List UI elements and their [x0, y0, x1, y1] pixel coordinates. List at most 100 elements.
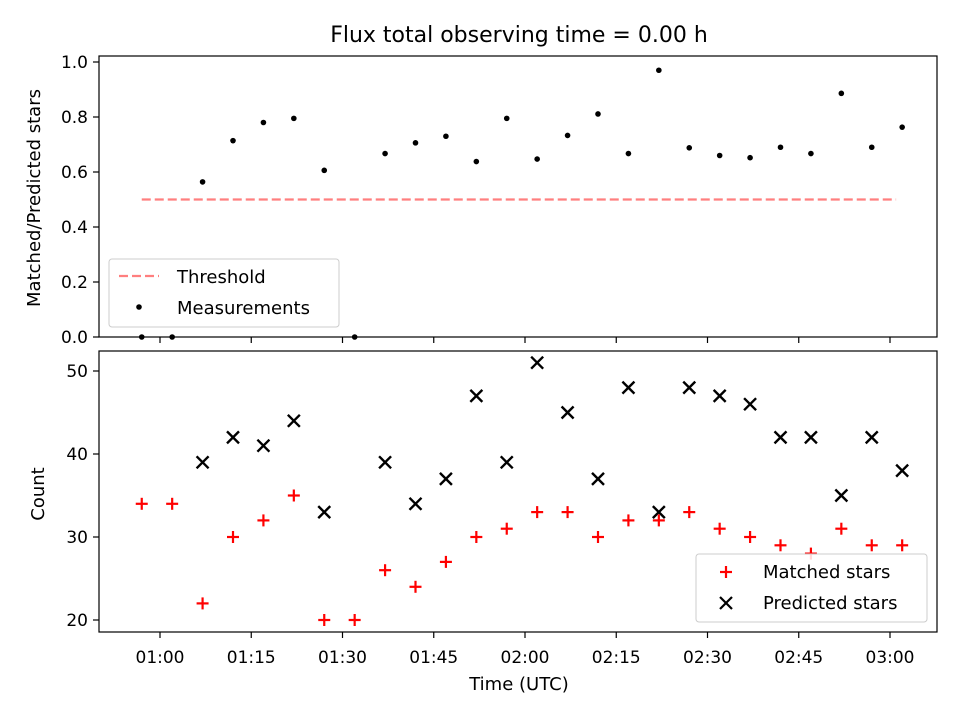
predicted-star-marker [560, 405, 575, 420]
top-y-tick-label: 1.0 [61, 53, 88, 73]
measurement-point [321, 167, 328, 174]
bottom-x-tick-label: 01:00 [136, 648, 185, 668]
bottom-axes-frame [98, 350, 938, 633]
measurement-point [656, 67, 662, 74]
matched-star-marker [257, 514, 270, 527]
matched-star-marker [774, 539, 787, 552]
matched-star-marker [348, 614, 361, 626]
measurement-point [838, 90, 845, 97]
matched-star-marker [683, 506, 696, 519]
measurement-point [260, 119, 267, 126]
legend-measurements-label: Measurements [177, 298, 310, 319]
top-y-tick-label: 0.4 [61, 218, 88, 238]
predicted-star-marker [469, 389, 484, 403]
matched-star-marker [409, 580, 422, 593]
matched-star-marker [713, 522, 726, 535]
bottom-x-tick-label: 01:15 [227, 648, 276, 668]
measurement-point [534, 156, 540, 162]
bottom-x-tick-label: 02:00 [501, 648, 550, 668]
measurement-point [625, 150, 632, 157]
top-legend-box [108, 258, 340, 328]
bottom-x-tick-label: 03:00 [866, 648, 915, 668]
measurement-point [899, 124, 905, 130]
legend-measurements-swatch [136, 304, 142, 310]
matched-star-marker [865, 539, 878, 552]
predicted-star-marker [895, 463, 910, 478]
bottom-x-tick-label: 01:30 [318, 648, 367, 668]
predicted-star-marker [621, 380, 636, 395]
measurement-point [443, 133, 449, 140]
bottom-y-tick-label: 50 [66, 362, 88, 382]
matched-star-marker [622, 514, 635, 527]
bottom-y-tick-label: 40 [66, 445, 88, 465]
measurement-point [382, 150, 388, 157]
measurement-point [564, 132, 571, 139]
matched-star-marker [135, 497, 148, 510]
matched-star-marker [287, 489, 300, 502]
bottom-y-tick-label: 30 [66, 528, 88, 548]
measurement-point [595, 111, 601, 117]
predicted-star-marker [682, 380, 697, 395]
bottom-legend-box [695, 553, 928, 623]
matched-star-marker [592, 531, 604, 543]
top-x-ticks [159, 337, 891, 343]
top-y-tick-label: 0.2 [61, 273, 88, 293]
bottom-x-tick-label: 02:30 [683, 648, 732, 668]
measurement-point [716, 152, 723, 159]
legend-predicted-label: Predicted stars [763, 593, 897, 614]
top-y-axis-label: Matched/Predicted stars [24, 89, 45, 307]
predicted-star-marker [378, 455, 392, 470]
top-y-tick-label: 0.8 [61, 108, 88, 128]
measurement-point [230, 137, 236, 144]
top-plot-area [138, 67, 905, 340]
measurement-point [747, 154, 753, 161]
measurement-point [503, 115, 510, 122]
predicted-star-marker [256, 438, 271, 453]
predicted-star-marker [864, 430, 879, 445]
predicted-star-marker [651, 505, 666, 519]
matched-star-marker [379, 564, 392, 577]
bottom-legend: Matched stars Predicted stars [695, 553, 928, 623]
measurement-point [868, 144, 875, 151]
top-axes-frame [98, 55, 938, 338]
matched-star-marker [227, 531, 239, 543]
predicted-star-marker [286, 413, 301, 428]
measurement-point [686, 145, 693, 151]
predicted-star-marker [773, 430, 788, 445]
measurement-point [777, 144, 784, 151]
top-y-tick-label: 0.6 [61, 163, 88, 183]
legend-threshold-label: Threshold [176, 267, 266, 288]
bottom-y-tick-label: 20 [66, 611, 88, 631]
measurement-point [808, 150, 814, 157]
predicted-star-marker [408, 496, 423, 511]
bottom-panel: Count Time (UTC) 20 30 40 50 01:00 01:15 01:3… [28, 350, 938, 695]
top-y-ticks: 0.0 0.2 0.4 0.6 0.8 1.0 [61, 53, 99, 348]
bottom-x-ticks: 01:00 01:15 01:30 01:45 02:00 02:15 02:30 02:45… [136, 632, 915, 668]
chart-title: Flux total observing time = 0.00 h [330, 23, 708, 48]
predicted-star-marker [195, 455, 210, 470]
matched-star-marker [561, 506, 574, 519]
bottom-x-tick-label: 02:15 [592, 648, 641, 668]
matched-star-marker [166, 497, 179, 510]
bottom-x-tick-label: 02:45 [774, 648, 823, 668]
predicted-star-marker [226, 430, 240, 445]
predicted-star-marker [804, 430, 818, 445]
bottom-x-tick-label: 01:45 [409, 648, 458, 668]
bottom-y-ticks: 20 30 40 50 [66, 362, 99, 631]
measurement-point [412, 140, 419, 146]
x-axis-label: Time (UTC) [468, 674, 569, 695]
legend-matched-swatch [720, 566, 732, 578]
matched-star-marker [196, 597, 209, 610]
legend-matched-label: Matched stars [763, 562, 890, 583]
matched-star-marker [744, 531, 757, 543]
top-y-tick-label: 0.0 [61, 328, 88, 348]
top-legend: Threshold Measurements [108, 258, 340, 328]
matched-star-marker [531, 506, 544, 519]
legend-predicted-swatch [719, 596, 733, 610]
predicted-star-marker [530, 355, 545, 370]
matched-star-marker [470, 531, 483, 543]
predicted-star-marker [743, 397, 757, 412]
top-panel: Flux total observing time = 0.00 h Match… [24, 23, 938, 348]
matched-star-marker [439, 555, 452, 568]
